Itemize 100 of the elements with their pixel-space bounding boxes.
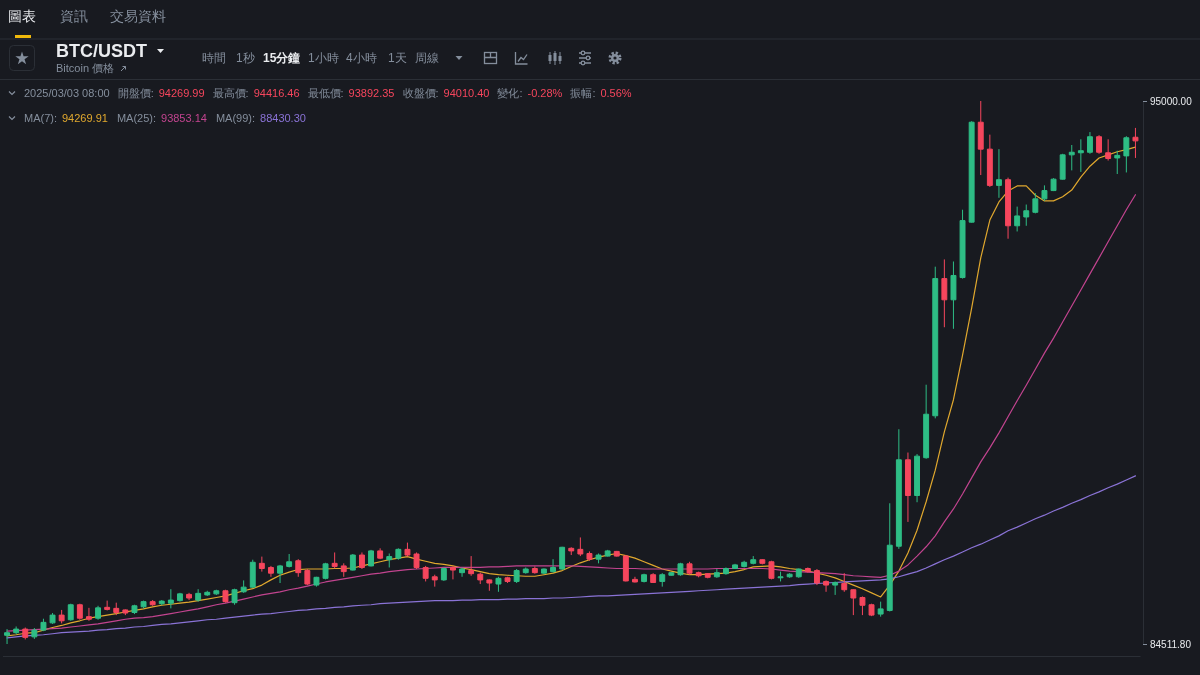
- candlestick: [968, 120, 975, 224]
- candlestick: [1014, 206, 1021, 232]
- y-tick-label: 95000.00: [1150, 95, 1193, 107]
- candlestick: [431, 574, 438, 588]
- candlestick: [886, 502, 893, 612]
- candlestick: [113, 602, 120, 616]
- candlestick: [722, 566, 729, 576]
- candlestick: [449, 565, 456, 580]
- text: 2025/03/03 08:00: [24, 87, 110, 99]
- candlestick: [713, 568, 720, 579]
- candlestick: [440, 566, 447, 582]
- text: 15分鐘: [263, 51, 301, 65]
- candlestick: [477, 572, 484, 585]
- candlestick: [213, 589, 220, 596]
- candlestick: [759, 558, 766, 565]
- candlestick: [586, 550, 593, 562]
- candlestick: [595, 552, 602, 564]
- candlestick: [1032, 192, 1039, 214]
- candlestick: [167, 588, 174, 609]
- candlestick: [31, 627, 38, 640]
- candlestick: [823, 579, 830, 593]
- candlestick: [422, 565, 429, 582]
- candlestick: [76, 603, 83, 621]
- candlestick: [304, 568, 311, 586]
- candlestick: [67, 603, 74, 622]
- candlestick: [1123, 135, 1130, 173]
- candlestick: [404, 542, 411, 558]
- candlestick: [368, 549, 375, 567]
- candlestick: [1059, 153, 1066, 181]
- candlestick: [1096, 134, 1103, 155]
- candlestick: [395, 547, 402, 561]
- candlestick: [122, 608, 129, 616]
- text: 周線: [415, 51, 439, 65]
- candlestick: [923, 384, 930, 460]
- candlestick: [559, 546, 566, 571]
- candlestick: [550, 558, 557, 574]
- text: 收盤價:: [402, 87, 439, 99]
- candlestick: [704, 572, 711, 579]
- candlestick: [777, 571, 784, 582]
- candlestick: [186, 592, 193, 601]
- annotation: MA(25):: [116, 112, 157, 124]
- candlestick: [40, 618, 47, 632]
- candlestick: [832, 580, 839, 596]
- text: 開盤價:: [117, 87, 154, 99]
- candlestick: [1132, 127, 1139, 159]
- candlestick: [1005, 177, 1012, 240]
- candlestick: [222, 589, 229, 604]
- candlestick: [850, 588, 857, 616]
- candlestick: [604, 549, 611, 558]
- annotation: 88430.30: [260, 112, 306, 124]
- candlestick: [313, 576, 320, 588]
- candlestick: [131, 604, 138, 615]
- candlestick: [677, 562, 684, 577]
- text: 0.56%: [600, 87, 632, 99]
- candlestick: [877, 601, 884, 618]
- text: 變化:: [497, 87, 523, 99]
- candlestick: [504, 576, 511, 584]
- text: 交易資料: [110, 8, 166, 24]
- candlestick: [795, 568, 802, 579]
- candlestick: [204, 590, 211, 597]
- candlestick: [158, 599, 165, 606]
- text: 圖表: [8, 8, 36, 24]
- text: 94416.46: [253, 87, 300, 99]
- text: -0.28%: [527, 87, 563, 99]
- candlestick: [1041, 184, 1048, 202]
- candlestick: [140, 600, 147, 609]
- candlestick: [977, 100, 984, 176]
- text: 振幅:: [570, 87, 596, 99]
- candlestick: [986, 134, 993, 188]
- candlestick: [295, 558, 302, 578]
- candlestick: [531, 565, 538, 575]
- candlestick: [622, 554, 629, 582]
- candlestick: [104, 600, 111, 611]
- candlestick: [813, 568, 820, 586]
- candlestick: [1050, 177, 1057, 192]
- text: 93892.35: [348, 87, 395, 99]
- candlestick: [4, 628, 11, 645]
- candlestick: [750, 555, 757, 565]
- text: 資訊: [60, 8, 88, 24]
- candlestick: [686, 561, 693, 576]
- text: 最低價:: [307, 87, 344, 99]
- candlestick: [577, 536, 584, 557]
- candlestick: [859, 595, 866, 616]
- text: 1小時: [308, 51, 339, 65]
- text: 時間: [202, 51, 226, 65]
- annotation: MA(99):: [215, 112, 256, 124]
- candlestick: [58, 609, 65, 624]
- candlestick: [914, 453, 921, 503]
- candlestick: [377, 547, 384, 560]
- candlestick: [895, 428, 902, 550]
- candlestick: [631, 576, 638, 583]
- candlestick: [358, 551, 365, 570]
- candlestick: [1068, 144, 1075, 171]
- candlestick: [804, 566, 811, 574]
- candlestick: [1105, 138, 1112, 162]
- candlestick: [231, 588, 238, 606]
- candlestick: [786, 572, 793, 579]
- candlestick: [695, 571, 702, 578]
- candlestick: [85, 607, 92, 622]
- candlestick: [176, 592, 183, 603]
